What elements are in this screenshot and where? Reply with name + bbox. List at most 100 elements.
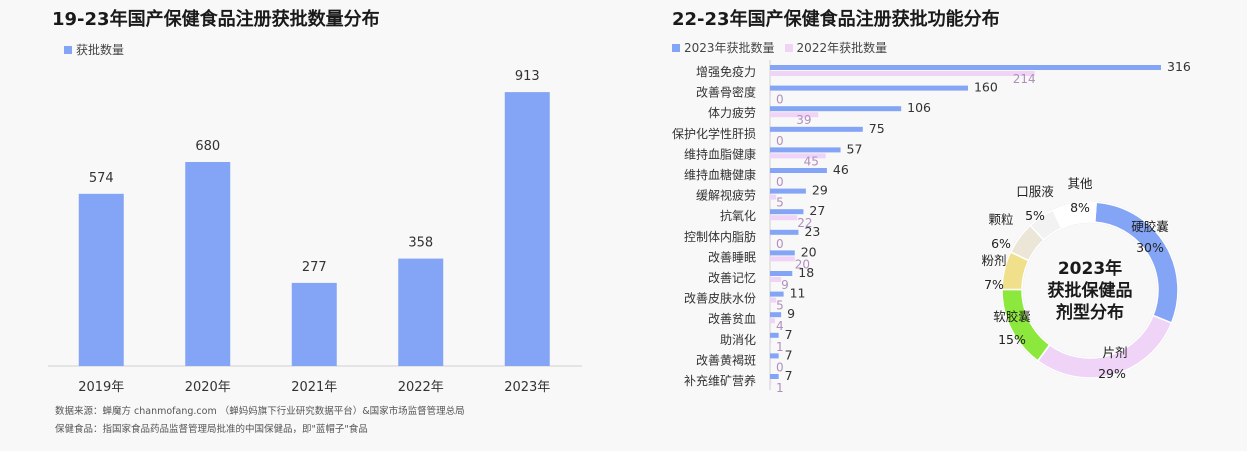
value-2022-label: 5 (776, 299, 784, 313)
x-tick-label: 2019年 (78, 380, 124, 395)
x-tick-label: 2023年 (504, 380, 550, 395)
bar-2023-体力疲劳 (770, 106, 902, 112)
bar-2023-改善皮肤水份 (770, 291, 784, 297)
bar-2023年 (504, 92, 550, 366)
category-label: 体力疲劳 (708, 105, 756, 120)
value-2022-label: 9 (781, 278, 789, 292)
slice-label: 粉剂 (981, 253, 1006, 268)
slice-label: 颗粒 (988, 212, 1013, 227)
value-2023-label: 160 (974, 80, 998, 95)
value-2023-label: 7 (785, 347, 793, 362)
value-2023-label: 27 (809, 203, 825, 218)
slice-percent: 29% (1098, 366, 1126, 381)
value-2022-label: 214 (1013, 72, 1036, 86)
slice-percent: 30% (1136, 240, 1164, 255)
bar-2023-维持血脂健康 (770, 147, 841, 153)
bar-value-label: 680 (195, 139, 220, 154)
bar-2021年 (291, 282, 337, 366)
value-2022-label: 4 (776, 319, 784, 333)
bar-2023-助消化 (770, 332, 779, 338)
category-label: 保护化学性肝损 (672, 126, 756, 141)
slice-percent: 7% (984, 277, 1004, 292)
bar-2023-抗氧化 (770, 209, 804, 215)
bar-2022-体力疲劳 (770, 112, 819, 118)
category-label: 增强免疫力 (696, 64, 756, 79)
value-2023-label: 46 (833, 162, 849, 177)
value-2023-label: 57 (847, 141, 863, 156)
bar-2022-抗氧化 (770, 215, 798, 221)
legend-swatch-2022 (784, 43, 793, 52)
slice-label: 口服液 (1016, 184, 1054, 199)
value-2023-label: 9 (787, 306, 795, 321)
category-label: 缓解视疲劳 (696, 188, 756, 203)
bar-2023-增强免疫力 (770, 65, 1161, 70)
bar-2022-改善骨密度 (770, 91, 771, 97)
slice-percent: 6% (991, 236, 1011, 251)
donut-center-line-1: 2023年 (1058, 258, 1122, 279)
bar-2023-改善睡眠 (770, 250, 795, 256)
value-2023-label: 23 (804, 224, 820, 239)
bar-2023-改善贫血 (770, 312, 782, 318)
bar-2022-助消化 (770, 338, 772, 344)
bar-2022年 (398, 258, 444, 366)
value-2023-label: 29 (812, 183, 828, 198)
category-label: 改善贫血 (708, 311, 756, 326)
x-tick-label: 2020年 (185, 380, 231, 395)
bar-2022-控制体内脂肪 (770, 235, 771, 241)
legend-label-2023: 2023年获批数量 (684, 41, 775, 55)
right-chart-title: 22-23年国产保健食品注册获批功能分布 (672, 9, 1000, 30)
value-2022-label: 20 (795, 257, 810, 271)
bar-2022-维持血脂健康 (770, 153, 826, 159)
bar-2023-维持血糖健康 (770, 168, 827, 173)
bar-2022-保护化学性肝损 (770, 132, 771, 138)
bar-2023-补充维矿营养 (770, 374, 779, 379)
value-2023-label: 11 (790, 286, 806, 301)
value-2022-label: 0 (776, 237, 784, 251)
value-2023-label: 106 (907, 100, 931, 115)
bar-2023-改善记忆 (770, 271, 793, 276)
category-label: 改善睡眠 (708, 249, 756, 264)
value-2022-label: 45 (804, 154, 819, 168)
bar-2022-维持血糖健康 (770, 174, 771, 179)
value-2023-label: 75 (869, 121, 885, 136)
value-2022-label: 1 (776, 381, 784, 395)
category-label: 抗氧化 (720, 208, 756, 223)
left-chart-legend: 获批数量 (64, 41, 124, 58)
bar-2022-增强免疫力 (770, 71, 1035, 76)
bar-2023-改善骨密度 (770, 85, 968, 91)
donut-center-line-3: 剂型分布 (1056, 302, 1124, 323)
left-chart-title: 19-23年国产保健食品注册获批数量分布 (52, 9, 380, 30)
slice-软胶囊 (1001, 288, 1051, 362)
slice-label: 硬胶囊 (1131, 219, 1169, 234)
value-2022-label: 22 (797, 216, 812, 230)
category-label: 改善皮肤水份 (684, 291, 756, 306)
x-tick-label: 2021年 (291, 380, 337, 395)
bar-2023-改善黄褐斑 (770, 353, 779, 359)
value-2022-label: 5 (776, 196, 784, 210)
bar-value-label: 574 (89, 171, 114, 186)
bar-value-label: 913 (515, 69, 540, 84)
category-label: 改善骨密度 (696, 85, 756, 100)
x-tick-label: 2022年 (398, 380, 444, 395)
bar-2019年 (78, 193, 124, 366)
value-2022-label: 0 (776, 360, 784, 374)
category-label: 补充维矿营养 (684, 373, 756, 388)
legend-label-count: 获批数量 (76, 43, 125, 57)
value-2022-label: 1 (776, 340, 784, 354)
slice-label: 软胶囊 (993, 309, 1031, 324)
slice-label: 片剂 (1102, 345, 1127, 360)
bar-2022-改善黄褐斑 (770, 359, 771, 365)
source-note: 数据来源：蝉魔方 chanmofang.com （蝉妈妈旗下行业研究数据平台）&… (55, 406, 465, 417)
value-2023-label: 18 (798, 265, 814, 280)
definition-note: 保健食品：指国家食品药品监督管理局批准的中国保健品，即"蓝帽子"食品 (55, 424, 368, 435)
bar-2022-改善睡眠 (770, 256, 795, 262)
value-2023-label: 316 (1167, 59, 1191, 74)
donut-center-line-2: 获批保健品 (1048, 280, 1133, 301)
value-2022-label: 0 (776, 134, 784, 148)
category-label: 改善黄褐斑 (696, 352, 756, 367)
bar-2023-保护化学性肝损 (770, 126, 863, 132)
right-chart-legend: 2023年获批数量 2022年获批数量 (672, 39, 887, 56)
bar-2023-缓解视疲劳 (770, 188, 806, 194)
bar-value-label: 277 (302, 260, 327, 275)
